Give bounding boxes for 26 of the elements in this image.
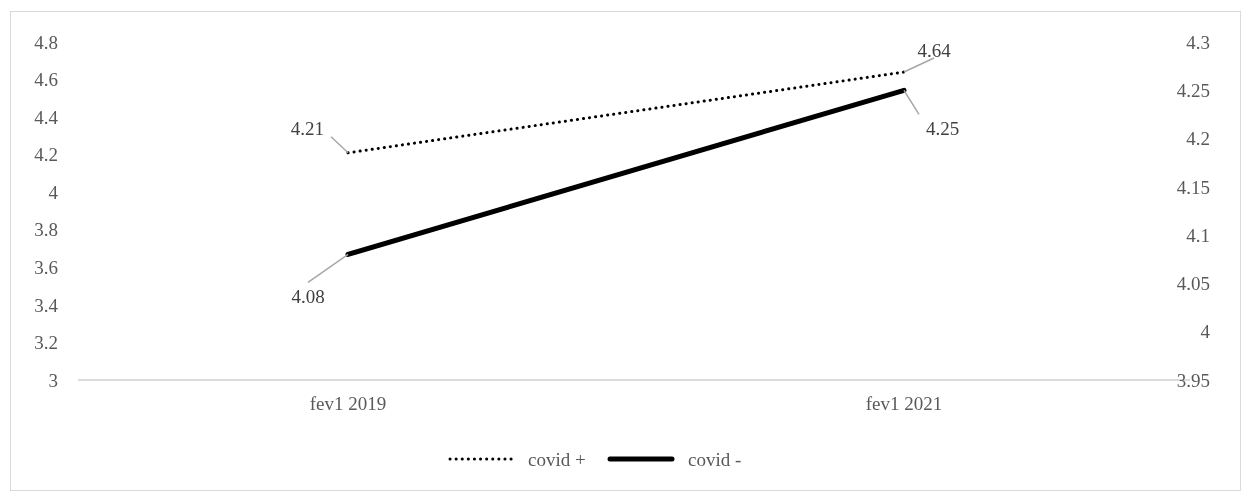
y-tick-label: 4.4 [34, 106, 59, 128]
y2-tick-label: 4.25 [1176, 79, 1210, 101]
data-label: 4.25 [926, 117, 960, 139]
y2-tick-label: 4.15 [1176, 176, 1210, 198]
y2-tick-label: 4.2 [1186, 128, 1210, 150]
data-label: 4.64 [917, 39, 952, 61]
y2-tick-label: 4.05 [1176, 273, 1210, 295]
y2-tick-label: 4.3 [1186, 31, 1210, 53]
legend-label: covid - [688, 448, 742, 470]
y-tick-label: 3.4 [34, 294, 59, 316]
legend-label: covid + [528, 448, 586, 470]
y-tick-label: 3.6 [34, 256, 58, 278]
y-tick-label: 3.2 [34, 332, 58, 354]
y-tick-label: 4 [48, 181, 59, 203]
y-tick-label: 4.6 [34, 69, 58, 91]
x-tick-label: fev1 2019 [309, 393, 387, 414]
x-tick-label: fev1 2021 [865, 393, 943, 414]
y-tick-label: 4.8 [34, 31, 58, 53]
y-tick-label: 3.8 [34, 219, 58, 241]
y2-tick-label: 3.95 [1176, 369, 1210, 391]
y-tick-label: 4.2 [34, 144, 58, 166]
y-tick-label: 3 [48, 369, 58, 391]
data-label: 4.21 [290, 118, 324, 140]
y2-tick-label: 4 [1200, 321, 1211, 343]
data-label: 4.08 [291, 286, 325, 308]
y2-tick-label: 4.1 [1186, 224, 1210, 246]
